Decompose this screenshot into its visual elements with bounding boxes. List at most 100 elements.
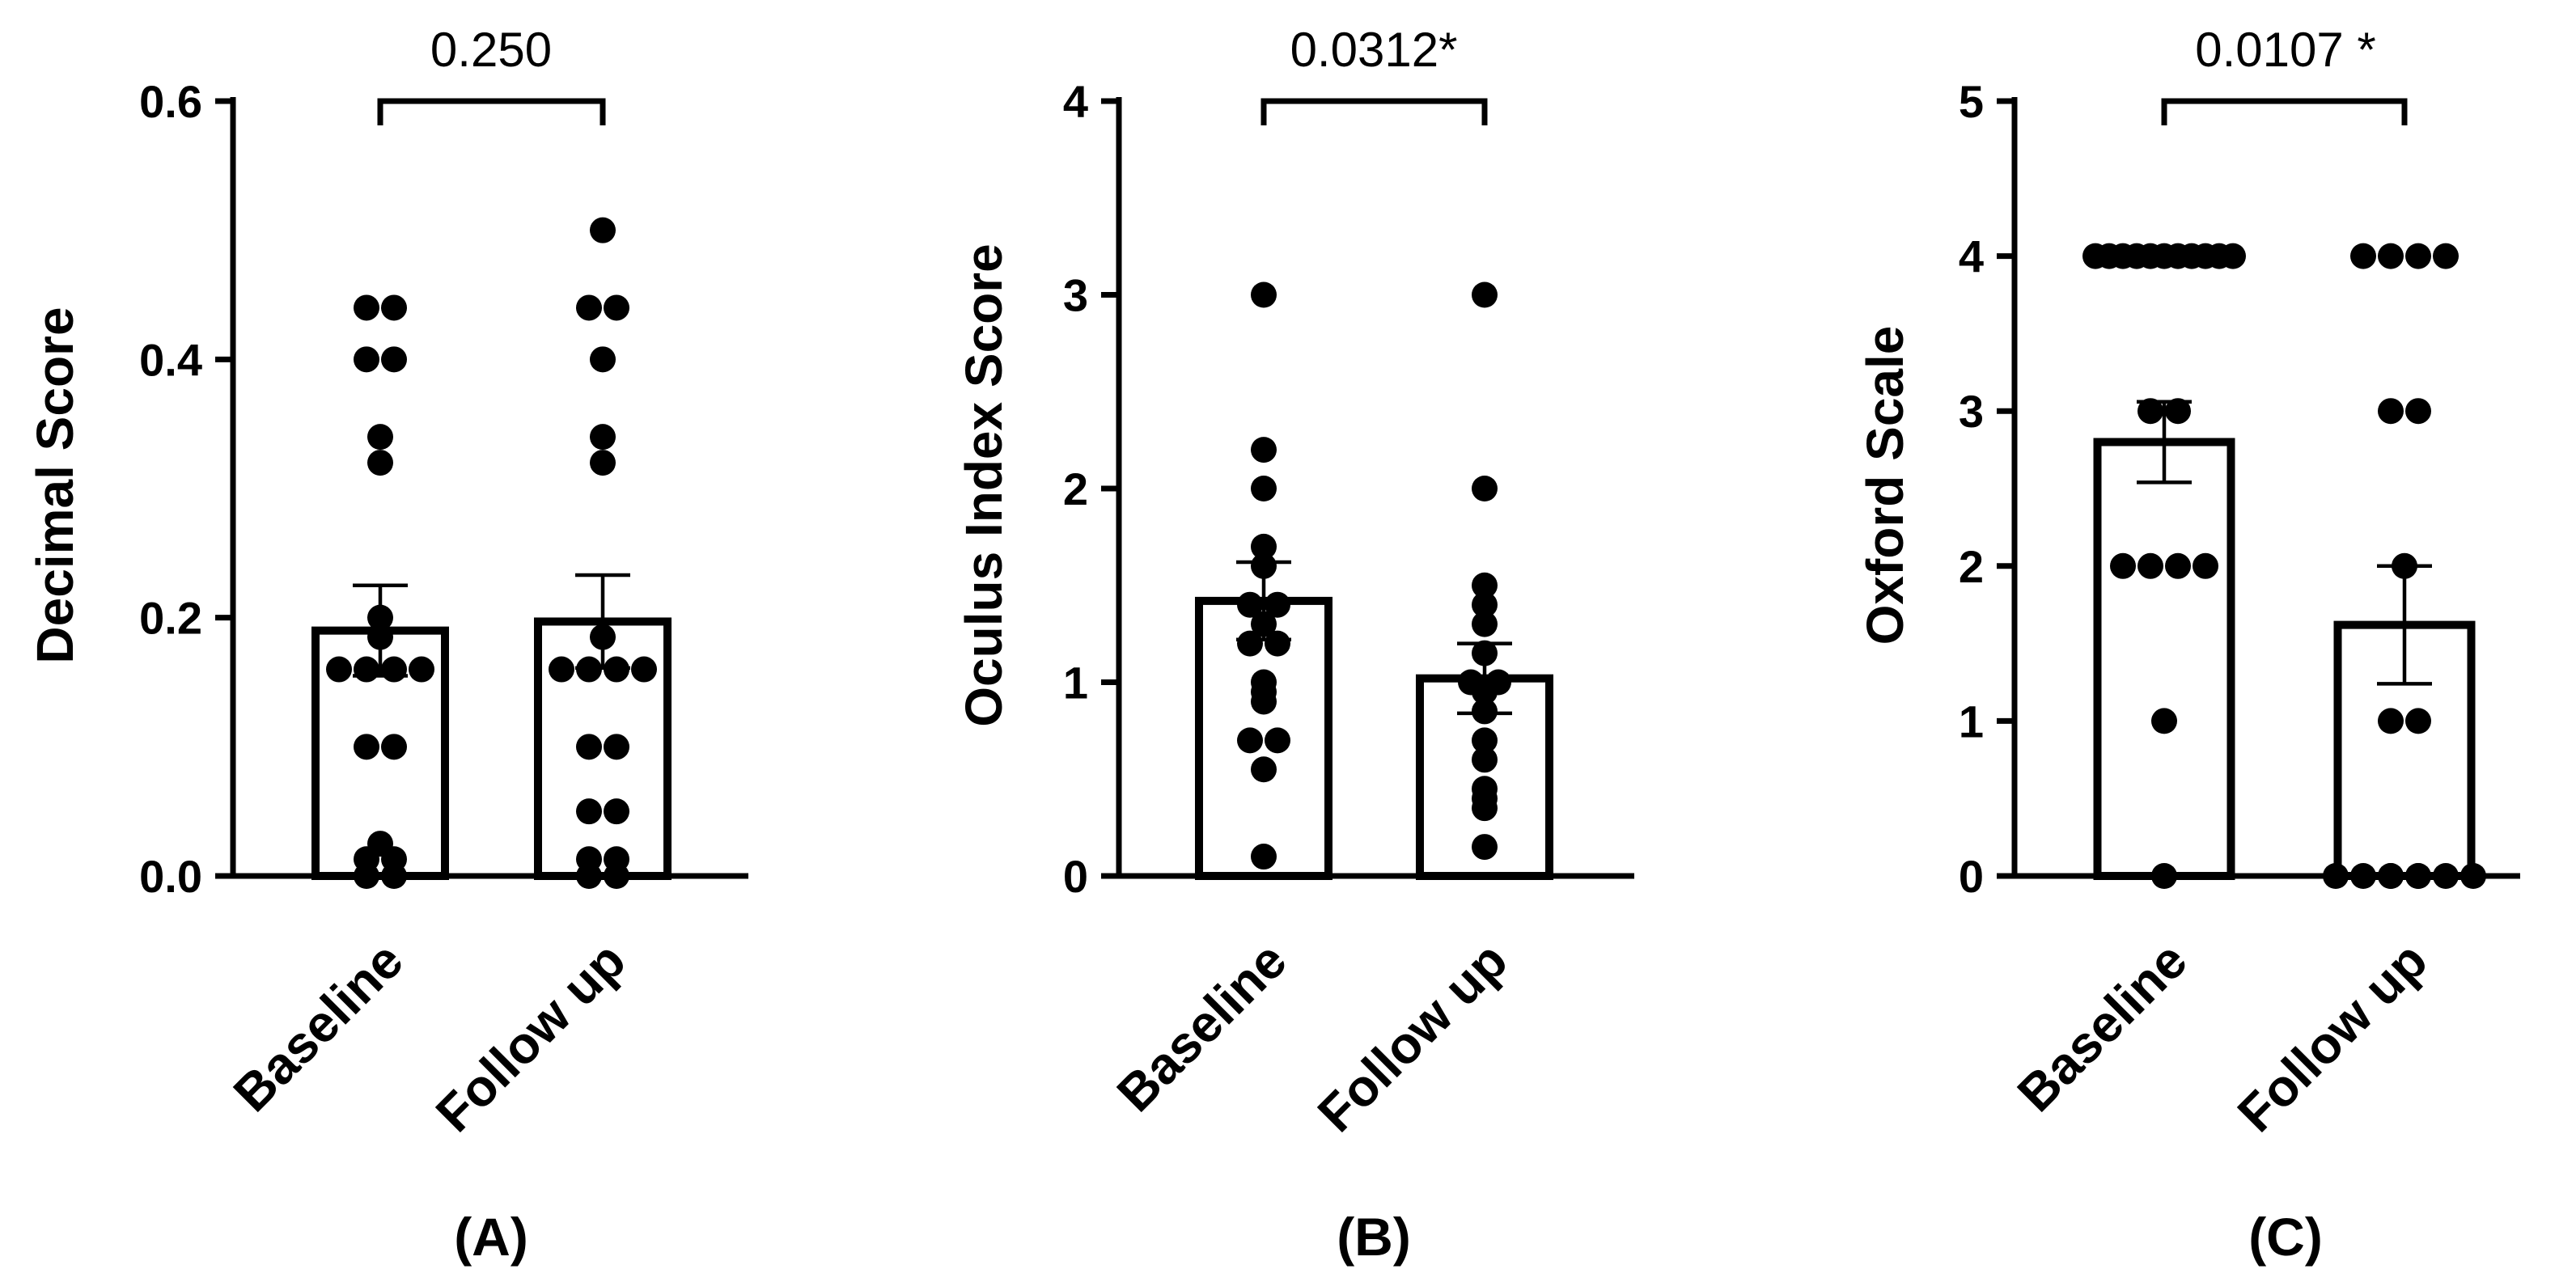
panel-b-significance-bracket — [1260, 98, 1488, 125]
panel-c-point-follow-up — [2378, 243, 2404, 269]
panel-a-y-tick-label: 0.6 — [139, 76, 202, 127]
panel-b-point-follow-up — [1472, 747, 1498, 773]
panel-b-point-baseline — [1251, 533, 1277, 560]
panel-a-point-baseline — [354, 656, 379, 683]
panel-b-y-ticks: 0 1 2 3 4 — [1063, 76, 1119, 902]
panel-b-point-baseline — [1251, 688, 1277, 715]
panel-b-point-baseline — [1251, 281, 1277, 308]
panel-c-point-baseline — [2096, 243, 2122, 269]
panel-b-point-baseline — [1237, 591, 1263, 618]
panel-b-point-baseline — [1251, 844, 1277, 870]
panel-c-point-baseline — [2124, 243, 2150, 269]
panel-b-point-baseline — [1251, 476, 1277, 501]
panel-a-y-ticks: 0.0 0.2 0.4 0.6 — [139, 76, 233, 902]
panel-a-point-follow-up — [631, 656, 657, 683]
panel-a-y-tick-label: 0.4 — [139, 334, 202, 385]
panel-b-y-tick-label: 2 — [1063, 463, 1088, 514]
panel-a-point-follow-up — [604, 656, 629, 683]
panel-a-y-tick-label: 0.2 — [139, 593, 202, 644]
panel-c-point-follow-up — [2378, 708, 2404, 734]
panel-b-point-baseline — [1251, 756, 1277, 783]
panel-b-y-tick-label: 4 — [1063, 76, 1088, 127]
panel-b-point-follow-up — [1472, 727, 1498, 754]
panel-b-y-tick-label: 3 — [1063, 270, 1088, 321]
panel-c-point-baseline — [2165, 398, 2191, 425]
panel-c-point-baseline — [2137, 552, 2163, 579]
panel-a-y-axis-title: Decimal Score — [26, 307, 84, 663]
panel-a-p-value: 0.250 — [430, 23, 552, 77]
panel-a-point-baseline — [354, 734, 379, 760]
panel-c-y-tick-label: 4 — [1959, 231, 1984, 282]
panel-b-point-follow-up — [1472, 795, 1498, 822]
panel-c-point-follow-up — [2378, 398, 2404, 425]
panel-b-bar-baseline — [1195, 596, 1332, 880]
panel-c-point-follow-up — [2433, 863, 2459, 889]
panel-a-points — [326, 217, 657, 889]
panel-a-point-follow-up — [604, 734, 629, 760]
panel-a-point-baseline — [381, 863, 407, 889]
panel-c-point-baseline — [2206, 243, 2232, 269]
panel-c-point-follow-up — [2460, 863, 2486, 889]
panel-c-point-follow-up — [2350, 863, 2376, 889]
panel-b-p-value: 0.0312* — [1290, 23, 1458, 77]
panel-a-significance-bracket — [377, 98, 606, 125]
panel-a-point-follow-up — [604, 294, 629, 321]
panel-a-label: (A) — [454, 1207, 528, 1267]
panel-b-y-axis-title: Oculus Index Score — [955, 243, 1013, 727]
panel-b-points — [1237, 281, 1511, 870]
panel-c-point-follow-up — [2405, 863, 2431, 889]
panel-c-point-baseline — [2151, 243, 2177, 269]
panel-b-y-tick-label: 1 — [1063, 658, 1088, 709]
panel-a-point-follow-up — [576, 734, 602, 760]
panel-b-category-baseline: Baseline — [1106, 931, 1298, 1123]
panel-b-point-baseline — [1237, 630, 1263, 657]
panel-b-point-follow-up — [1472, 834, 1498, 861]
panel-a-category-follow-up: Follow up — [425, 931, 637, 1143]
panel-b-point-follow-up — [1472, 476, 1498, 501]
panel-b-point-baseline — [1265, 591, 1290, 618]
panel-a-point-baseline — [381, 656, 407, 683]
panel-c-point-baseline — [2110, 552, 2136, 579]
panel-c-point-baseline — [2165, 552, 2191, 579]
panel-a-point-baseline — [367, 604, 393, 631]
panel-a-point-baseline — [367, 624, 393, 650]
panel-c-p-value: 0.0107 * — [2195, 23, 2376, 77]
panel-c: 0 1 2 3 4 5 Oxford Scale 0.0107 * Baseline Fo… — [1856, 23, 2520, 1267]
panel-a-point-baseline — [354, 294, 379, 321]
panel-a-point-baseline — [354, 346, 379, 373]
panel-c-point-follow-up — [2405, 708, 2431, 734]
panel-c-category-baseline: Baseline — [2006, 931, 2198, 1123]
panel-a-point-baseline — [381, 346, 407, 373]
panel-c-category-follow-up: Follow up — [2226, 931, 2438, 1143]
panel-b-point-baseline — [1265, 630, 1290, 657]
panel-a-point-follow-up — [590, 624, 616, 650]
panel-b-point-follow-up — [1472, 679, 1498, 705]
panel-c-label: (C) — [2248, 1207, 2323, 1267]
panel-c-point-follow-up — [2350, 243, 2376, 269]
panel-a: 0.0 0.2 0.4 0.6 Decimal Score 0.250 Baselin… — [26, 23, 748, 1267]
panel-a-point-baseline — [367, 450, 393, 476]
panel-b: 0 1 2 3 4 Oculus Index Score 0.0312* Baselin… — [955, 23, 1634, 1267]
panel-a-point-follow-up — [576, 863, 602, 889]
panel-c-points — [2082, 243, 2486, 889]
panel-c-point-follow-up — [2323, 863, 2349, 889]
panel-a-point-baseline — [354, 863, 379, 889]
panel-c-point-follow-up — [2392, 552, 2417, 579]
panel-a-point-follow-up — [576, 656, 602, 683]
panel-a-y-tick-label: 0.0 — [139, 851, 202, 902]
panel-b-point-baseline — [1251, 552, 1277, 579]
panel-a-category-baseline: Baseline — [222, 931, 414, 1123]
panel-c-y-ticks: 0 1 2 3 4 5 — [1959, 76, 2015, 902]
panel-a-point-follow-up — [590, 424, 616, 451]
panel-c-point-follow-up — [2405, 243, 2431, 269]
panel-c-significance-bracket — [2161, 98, 2408, 125]
panel-a-point-follow-up — [604, 863, 629, 889]
panel-c-y-tick-label: 3 — [1959, 386, 1984, 437]
panel-a-point-baseline — [367, 424, 393, 451]
panel-a-point-follow-up — [549, 656, 574, 683]
panel-c-point-follow-up — [2378, 863, 2404, 889]
panel-a-point-baseline — [326, 656, 352, 683]
panel-b-y-tick-label: 0 — [1063, 851, 1088, 902]
panel-a-point-follow-up — [590, 450, 616, 476]
